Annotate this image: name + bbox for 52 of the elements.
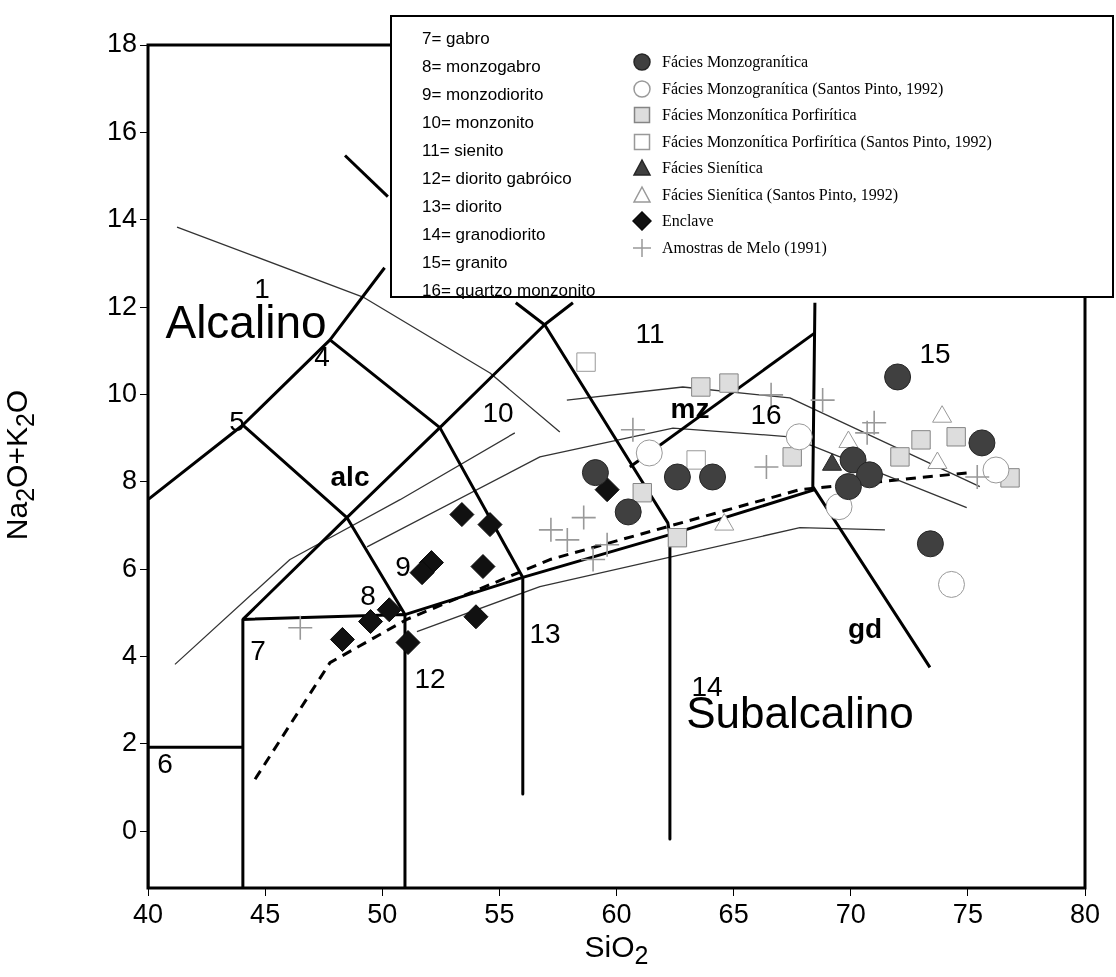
legend-label: Fácies Sienítica xyxy=(662,158,763,178)
annotation: 10 xyxy=(482,396,514,428)
annotation: 15 xyxy=(919,337,951,369)
y-tick-label: 14 xyxy=(106,203,137,234)
annotation: 9= monzodiorito xyxy=(422,84,545,106)
x-tick-label: 55 xyxy=(484,898,515,929)
annotation: 16 xyxy=(750,398,782,430)
x-tick-label: 80 xyxy=(1069,898,1101,929)
annotation: 15= granito xyxy=(422,252,509,274)
legend-label: Fácies Monzonítica Porfirítica (Santos Pinto, 1992) xyxy=(662,131,992,153)
annotation: 14= granodiorito xyxy=(422,224,547,246)
annotation: alc xyxy=(330,460,370,492)
y-tick-label: 4 xyxy=(121,639,137,670)
legend-label: Fácies Monzonítica Porfirítica xyxy=(662,105,857,125)
annotation: 12 xyxy=(414,662,446,694)
annotation: 12= diorito gabróico xyxy=(422,168,573,190)
y-tick-label: 10 xyxy=(106,377,137,408)
legend-label: Fácies Monzogranítica (Santos Pinto, 1992) xyxy=(662,78,944,100)
y-tick-label: 12 xyxy=(106,290,137,321)
legend-label: Enclave xyxy=(662,211,714,231)
annotation: 8= monzogabro xyxy=(422,56,542,78)
annotation: 13= diorito xyxy=(422,196,503,218)
annotation: 7= gabro xyxy=(422,28,491,50)
annotation: 10= monzonito xyxy=(422,112,535,134)
annotation: 4 xyxy=(314,340,330,372)
annotation: 9 xyxy=(395,550,411,582)
x-tick-label: 45 xyxy=(250,898,281,929)
x-tick-label: 70 xyxy=(835,898,866,929)
annotation: 11= sienito xyxy=(422,140,505,162)
annotation: mz xyxy=(670,392,710,424)
annotation: gd xyxy=(847,612,883,644)
x-tick-label: 75 xyxy=(952,898,983,929)
y-tick-label: 18 xyxy=(106,28,137,59)
x-tick-label: 65 xyxy=(718,898,749,929)
annotation: 11 xyxy=(635,317,665,349)
x-axis-title: SiO$_{2}$ xyxy=(583,930,650,970)
legend-label: Fácies Monzogranítica xyxy=(662,52,809,73)
x-tick-label: 40 xyxy=(132,898,164,929)
y-tick-label: 6 xyxy=(121,552,137,583)
legend-label: Amostras de Melo (1991) xyxy=(662,237,827,259)
annotation: 13 xyxy=(529,617,561,649)
y-tick-label: 2 xyxy=(121,727,137,758)
y-tick-label: 8 xyxy=(121,465,137,496)
x-tick-label: 60 xyxy=(601,898,632,929)
y-tick-label: 16 xyxy=(106,115,137,146)
x-tick-label: 50 xyxy=(367,898,398,929)
annotation: 16= quartzo monzonito xyxy=(422,280,597,302)
annotation: 7 xyxy=(250,634,266,666)
annotation: 6 xyxy=(157,747,173,779)
y-tick-label: 0 xyxy=(121,814,137,845)
annotation: 8 xyxy=(360,579,376,611)
legend-label: Fácies Sienítica (Santos Pinto, 1992) xyxy=(662,184,898,206)
